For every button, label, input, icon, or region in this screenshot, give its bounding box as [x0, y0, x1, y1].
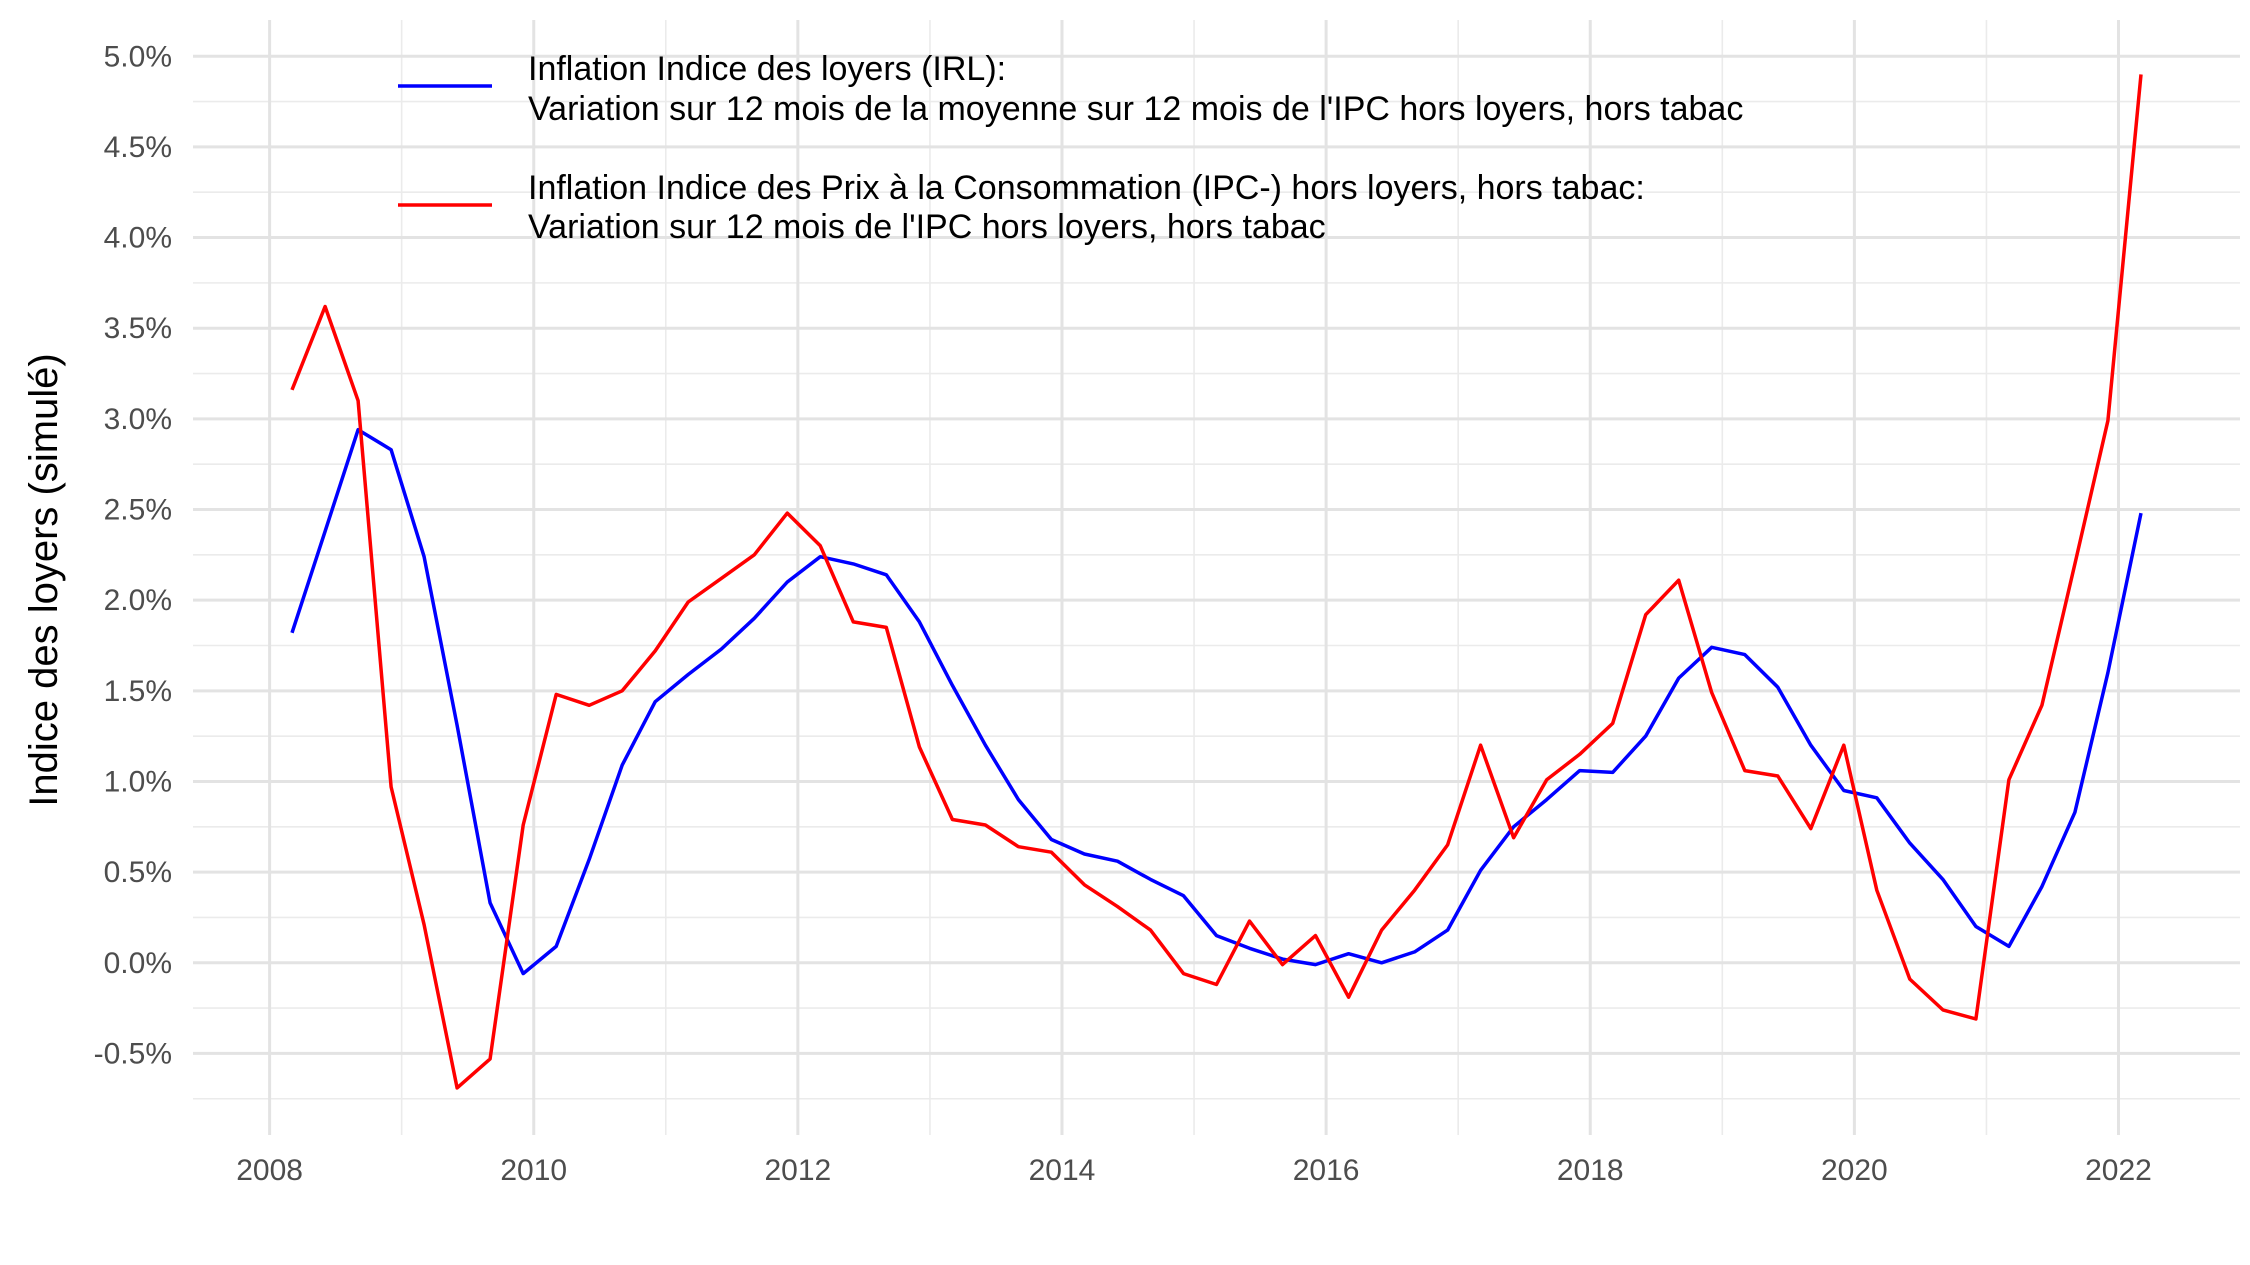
x-tick-label: 2022	[2085, 1154, 2152, 1187]
y-tick-label: 0.0%	[104, 947, 172, 980]
x-tick-label: 2008	[236, 1154, 303, 1187]
y-tick-label: 4.5%	[104, 131, 172, 164]
y-tick-label: 4.0%	[104, 222, 172, 255]
y-tick-label: 2.5%	[104, 494, 172, 527]
y-tick-label: 2.0%	[104, 584, 172, 617]
y-tick-label: 3.5%	[104, 312, 172, 345]
y-tick-label: -0.5%	[94, 1037, 172, 1070]
y-tick-label: 3.0%	[104, 403, 172, 436]
legend-entry-irl: Inflation Indice des loyers (IRL): Varia…	[398, 50, 1743, 128]
x-tick-label: 2014	[1029, 1154, 1096, 1187]
y-axis-tick-labels: -0.5% 0.0% 0.5% 1.0% 1.5% 2.0% 2.5% 3.0% 3.5% 4.0…	[94, 40, 172, 1070]
x-tick-label: 2016	[1293, 1154, 1360, 1187]
y-tick-label: 1.0%	[104, 765, 172, 798]
legend-label-irl-line2: Variation sur 12 mois de la moyenne sur …	[528, 90, 1743, 128]
legend: Inflation Indice des loyers (IRL): Varia…	[398, 50, 1743, 246]
y-tick-label: 0.5%	[104, 856, 172, 889]
series-line-irl	[290, 427, 2143, 976]
series-lines	[290, 74, 2143, 1090]
x-tick-label: 2010	[500, 1154, 567, 1187]
legend-label-irl-line1: Inflation Indice des loyers (IRL):	[528, 50, 1006, 88]
y-tick-label: 1.5%	[104, 675, 172, 708]
x-axis-tick-labels: 2008 2010 2012 2014 2016 2018 2020 2022	[236, 1154, 2152, 1187]
legend-entry-ipc: Inflation Indice des Prix à la Consommat…	[398, 169, 1645, 246]
legend-label-ipc-line2: Variation sur 12 mois de l'IPC hors loye…	[528, 208, 1326, 246]
y-axis-label: Indice des loyers (simulé)	[22, 353, 66, 807]
y-tick-label: 5.0%	[104, 40, 172, 73]
x-tick-label: 2012	[764, 1154, 831, 1187]
grid-major-lines	[193, 20, 2240, 1135]
legend-label-ipc-line1: Inflation Indice des Prix à la Consommat…	[528, 169, 1645, 207]
series-line-ipc	[290, 74, 2143, 1090]
x-tick-label: 2018	[1557, 1154, 1624, 1187]
x-tick-label: 2020	[1821, 1154, 1888, 1187]
